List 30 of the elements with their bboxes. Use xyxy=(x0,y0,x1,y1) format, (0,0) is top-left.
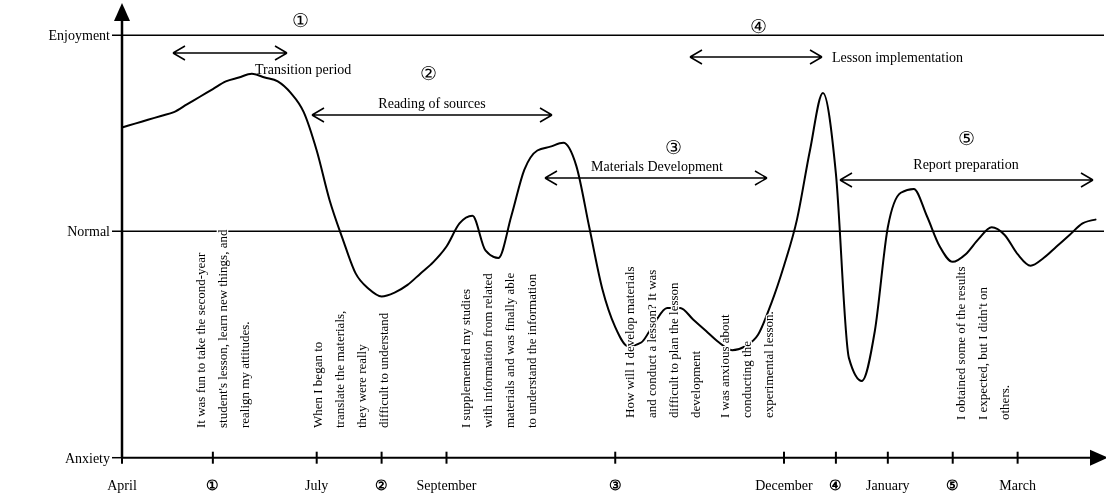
ref-line-label: Enjoyment xyxy=(48,28,111,44)
x-tick-label: ④ xyxy=(829,477,843,493)
annotation: Report preparation xyxy=(913,157,1019,172)
x-tick-label: March xyxy=(999,477,1036,493)
text: Lesson implementation xyxy=(832,50,964,65)
annotation: How will I develop materials and conduct a lesson? It was difficult to plan the lesson development xyxy=(622,266,703,418)
x-tick-label: December xyxy=(755,477,814,493)
annotation: I obtained some of the results I expected, but I didn't on others. xyxy=(953,266,1012,420)
annotation: I was anxious about conducting the experimental lesson. xyxy=(717,311,776,418)
annotation: When I began to translate the materials, they were really difficult to understand xyxy=(310,310,391,428)
x-tick-label: ⑤ xyxy=(946,477,960,493)
annotation: It was fun to take the second-year student's lesson, learn new things, and realign my attitudes. xyxy=(193,229,252,428)
x-tick-label: January xyxy=(866,477,910,493)
annotation: ⑤ xyxy=(957,128,975,149)
ref-line-label: Anxiety xyxy=(64,450,110,466)
annotation: ② xyxy=(419,63,437,84)
annotation: Transition period xyxy=(255,62,352,77)
x-tick-label: April xyxy=(107,477,137,493)
x-tick-label: July xyxy=(305,477,329,493)
annotation: I supplemented my studies with information from related materials and was finally able to understand the information xyxy=(458,272,539,428)
text: ④ xyxy=(749,16,767,37)
x-tick-label: September xyxy=(416,477,477,493)
annotation: Reading of sources xyxy=(378,96,486,111)
annotation: ③ xyxy=(664,137,682,158)
text: ① xyxy=(291,10,309,31)
x-tick-label: ② xyxy=(375,477,389,493)
x-tick-label: ① xyxy=(206,477,220,493)
x-tick-label: ③ xyxy=(608,477,622,493)
ref-line-label: Normal xyxy=(67,224,111,240)
annotation: Materials Development xyxy=(591,159,723,174)
